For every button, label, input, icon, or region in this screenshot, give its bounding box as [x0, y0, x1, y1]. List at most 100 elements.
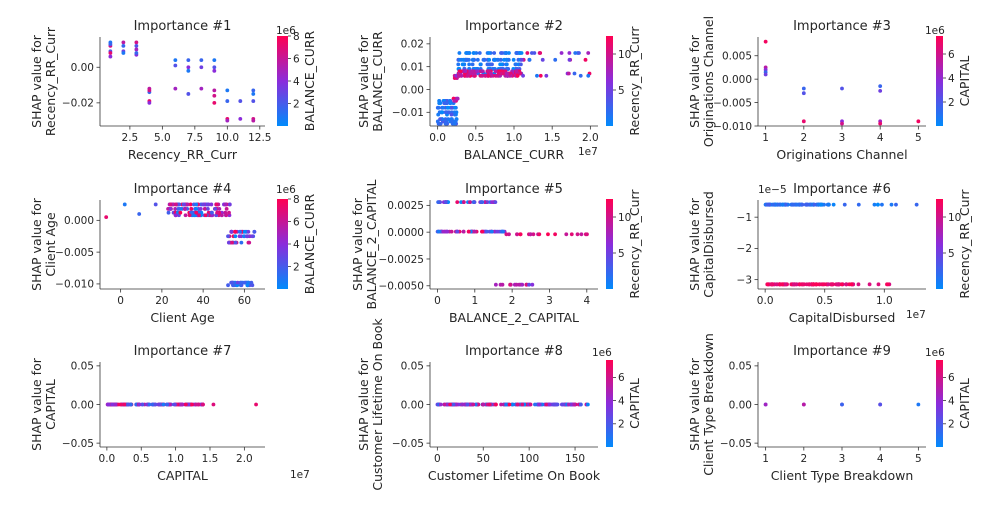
- colorbar-gradient: [277, 36, 288, 126]
- data-point: [219, 213, 224, 218]
- data-point: [173, 63, 178, 68]
- data-point: [465, 57, 470, 62]
- colorbar-label: Recency_RR_Curr: [957, 189, 972, 299]
- data-point: [459, 200, 463, 205]
- x-tick-label: 4: [877, 453, 884, 465]
- data-point: [201, 202, 206, 207]
- subplot-title: Importance #4: [134, 182, 232, 197]
- y-tick-label: 0.01: [401, 61, 424, 73]
- subplot-8: 0 50 100 150 0.05 0.00 −0.05 Importance #8 Custo…: [356, 318, 642, 491]
- subplot-title: Importance #9: [793, 344, 891, 359]
- x-tick-label: 5: [915, 453, 922, 465]
- data-point: [586, 51, 591, 55]
- data-point: [468, 200, 472, 205]
- y-axis-label: SHAP value forClient Type Breakdown: [687, 333, 716, 476]
- data-point: [225, 118, 230, 123]
- data-point: [223, 202, 228, 207]
- x-axis-label: Customer Lifetime On Book: [428, 468, 601, 483]
- data-point: [247, 240, 252, 245]
- y-axis-label-line: SHAP value for: [29, 357, 44, 451]
- subplot-4: 0 20 40 60 0.000 −0.005 −0.010 Importance #4 Cli…: [29, 182, 317, 325]
- data-point: [510, 402, 515, 407]
- subplot-title: Importance #3: [793, 19, 891, 34]
- data-point: [440, 110, 444, 115]
- data-point: [173, 213, 178, 218]
- data-point: [188, 202, 193, 207]
- data-point: [438, 117, 442, 122]
- data-point: [212, 100, 217, 105]
- y-tick-label: 0.02: [401, 39, 424, 51]
- data-point: [817, 282, 822, 287]
- colorbar-tick-label: 10: [618, 49, 631, 61]
- data-point: [499, 51, 503, 55]
- data-point: [800, 202, 805, 207]
- colorbar-tick-label: 6: [293, 216, 300, 228]
- scatter-points: [435, 51, 592, 126]
- data-point: [776, 202, 781, 207]
- data-point: [174, 202, 178, 207]
- data-point: [246, 229, 251, 234]
- data-point: [210, 210, 214, 215]
- data-point: [455, 96, 460, 101]
- colorbar-label: CAPITAL: [957, 56, 972, 107]
- data-point: [559, 51, 564, 55]
- scatter-points: [105, 402, 258, 407]
- data-point: [233, 234, 238, 239]
- data-point: [519, 62, 523, 67]
- x-tick-label: 2.5: [122, 132, 139, 144]
- data-point: [544, 73, 549, 78]
- data-point: [104, 215, 109, 220]
- data-point: [533, 402, 537, 407]
- data-point: [147, 100, 152, 105]
- data-point: [514, 282, 519, 287]
- data-point: [250, 234, 255, 239]
- colorbar-label: BALANCE_CURR: [302, 30, 317, 131]
- data-point: [483, 73, 488, 78]
- data-point: [878, 88, 883, 93]
- data-point: [780, 282, 785, 287]
- subplot-1: 2.5 5.0 7.5 10.0 12.5 0.00 −0.02 Importance #1 R…: [29, 19, 317, 162]
- x-tick-label: 5: [915, 132, 922, 144]
- data-point: [878, 84, 883, 89]
- data-point: [872, 202, 877, 207]
- data-point: [178, 210, 183, 215]
- y-tick-label: −0.0025: [378, 254, 424, 266]
- x-tick-label: 100: [519, 453, 539, 465]
- x-tick-label: 150: [565, 453, 585, 465]
- subplot-7: 0.0 0.5 1.0 1.5 2.0 0.05 0.00 −0.05 Importance #…: [29, 344, 310, 483]
- x-offset-text: 1e7: [906, 309, 926, 321]
- colorbar-tick-label: 4: [948, 395, 955, 407]
- data-point: [492, 57, 497, 62]
- data-point: [804, 202, 808, 207]
- data-point: [449, 105, 454, 110]
- data-point: [801, 402, 806, 407]
- data-point: [518, 51, 522, 55]
- y-tick-label: −0.010: [55, 279, 94, 291]
- x-tick-label: 0: [434, 295, 441, 307]
- data-point: [173, 207, 178, 211]
- y-tick-label: 0.005: [722, 51, 752, 63]
- data-point: [442, 101, 447, 106]
- data-point: [567, 51, 572, 55]
- data-point: [471, 51, 476, 55]
- data-point: [484, 229, 489, 234]
- data-point: [226, 234, 230, 239]
- data-point: [585, 402, 590, 407]
- scatter-points: [763, 202, 919, 287]
- data-point: [456, 62, 461, 67]
- y-tick-label: 0.0025: [387, 200, 424, 212]
- data-point: [445, 101, 449, 106]
- data-point: [528, 232, 533, 237]
- data-point: [839, 282, 844, 287]
- data-point: [470, 62, 475, 67]
- data-point: [457, 51, 462, 55]
- colorbar-label: BALANCE_CURR: [302, 193, 317, 294]
- data-point: [511, 57, 516, 62]
- data-point: [876, 202, 880, 207]
- data-point: [867, 282, 872, 287]
- x-offset-text: 1e7: [578, 146, 598, 158]
- data-point: [494, 402, 498, 407]
- data-point: [765, 282, 770, 287]
